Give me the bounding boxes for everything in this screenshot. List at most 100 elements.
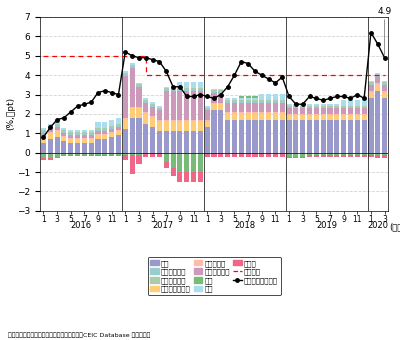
Bar [218,90,223,91]
Bar [273,100,278,101]
Bar [293,156,298,158]
Bar [341,106,346,108]
Bar [177,153,182,172]
Bar [109,133,114,137]
Bar [246,101,251,103]
Bar [170,91,176,120]
Bar [184,89,189,91]
Bar [259,94,264,100]
Bar [375,75,380,78]
Bar [239,98,244,100]
Bar [96,153,100,155]
Bar [348,100,353,105]
Bar [307,155,312,156]
Text: 資料：ベトナム統計庁、ベトナム国家銀行、CEIC Database から作成。: 資料：ベトナム統計庁、ベトナム国家銀行、CEIC Database から作成。 [8,333,150,338]
Bar [157,122,162,131]
Bar [334,104,339,105]
Bar [286,105,292,106]
Bar [68,138,73,139]
Bar [143,124,148,153]
Bar [286,106,292,108]
Bar [246,153,251,156]
Bar [300,105,305,106]
Bar [177,131,182,153]
Bar [348,120,353,153]
Bar [362,114,367,116]
Bar [54,131,60,137]
Bar [191,153,196,172]
Y-axis label: (%,％pt): (%,％pt) [7,97,16,131]
Bar [212,93,216,103]
Bar [123,73,128,75]
Bar [382,81,387,82]
Bar [314,104,319,105]
Bar [96,139,100,153]
Bar [41,136,46,137]
Bar [239,101,244,103]
Bar [54,127,60,130]
Bar [191,122,196,131]
Bar [143,114,148,124]
Bar [164,122,169,131]
Bar [177,82,182,88]
Bar [61,137,66,141]
Bar [48,124,53,126]
Bar [328,104,332,105]
Bar [334,108,339,114]
Bar [89,155,94,156]
Bar [293,106,298,108]
Bar [382,92,387,98]
Bar [68,155,73,156]
Bar [41,143,46,153]
Bar [41,137,46,143]
Bar [198,91,203,120]
Bar [321,153,326,155]
Bar [225,114,230,120]
Bar [130,106,135,108]
Bar [341,155,346,156]
Bar [82,135,87,138]
Bar [75,143,80,153]
Bar [321,105,326,106]
Bar [212,104,216,110]
Bar [266,94,271,100]
Bar [218,110,223,153]
Bar [239,103,244,112]
Bar [266,114,271,120]
Bar [170,131,176,153]
Bar [375,78,380,83]
Bar [136,87,142,106]
Bar [368,155,374,156]
Bar [198,131,203,153]
Bar [109,137,114,153]
Bar [239,112,244,114]
Bar [48,153,53,158]
Bar [89,138,94,139]
Bar [259,103,264,112]
Bar [273,101,278,103]
Bar [130,153,135,155]
Bar [170,88,176,89]
Bar [348,106,353,108]
Bar [307,120,312,153]
Bar [157,108,162,111]
Bar [68,133,73,135]
Bar [362,155,367,156]
Bar [82,143,87,153]
Bar [293,114,298,116]
Bar [259,112,264,114]
Bar [266,112,271,114]
Bar [246,120,251,153]
Bar [116,130,121,131]
Bar [212,103,216,104]
Text: 2016: 2016 [70,221,92,231]
Bar [212,153,216,156]
Bar [341,153,346,155]
Bar [300,114,305,116]
Bar [184,82,189,88]
Bar [61,128,66,130]
Text: 2018: 2018 [234,221,255,231]
Bar [109,155,114,156]
Bar [177,88,182,89]
Bar [184,122,189,131]
